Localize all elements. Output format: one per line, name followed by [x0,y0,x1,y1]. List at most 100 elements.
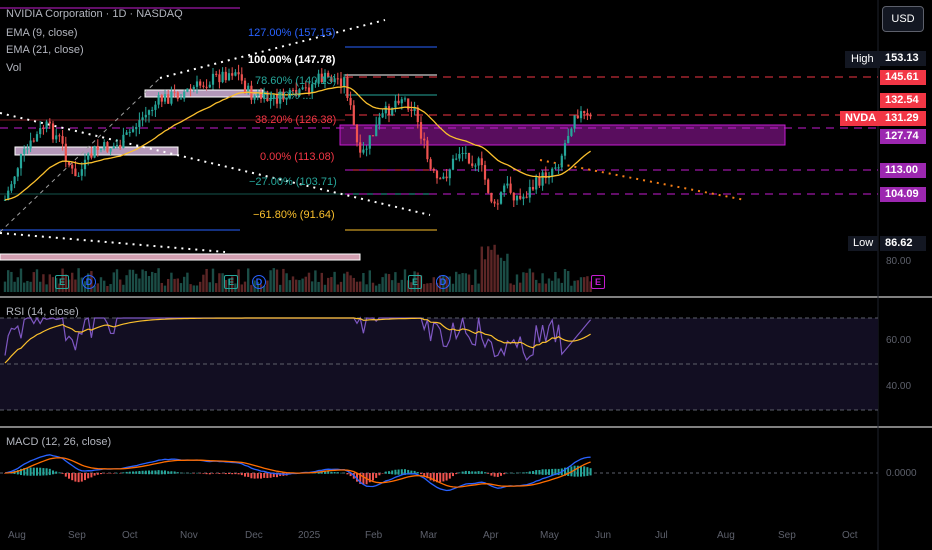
dividend-event[interactable]: D [252,275,266,289]
currency-button[interactable]: USD [882,6,924,32]
candle-body [291,89,295,91]
candle-body [272,94,275,99]
candle-body [67,161,71,165]
macd-hist-bar [221,473,224,474]
macd-hist-bar [154,470,157,475]
volume-bar [522,272,525,292]
volume-bar [119,279,122,292]
volume-bar [343,273,346,292]
supply-zone[interactable] [339,124,786,146]
macd-legend[interactable]: MACD (12, 26, close) [6,436,112,448]
candle-body [211,73,215,85]
volume-bar [464,273,467,292]
volume-bar [589,281,592,292]
macd-hist-bar [423,473,426,476]
volume-bar [480,246,483,292]
macd-hist-bar [416,472,419,474]
candle-body [336,78,339,80]
volume-bar [330,277,333,292]
candle-body [435,170,439,179]
ema-legend[interactable]: EMA (9, close) [6,27,78,39]
macd-hist-bar [509,472,512,474]
candle-body [323,72,327,83]
time-axis-label: Dec [245,530,263,541]
macd-hist-bar [436,473,438,483]
dividend-event[interactable]: D [82,275,96,289]
ema-legend-2[interactable]: EMA (21, close) [6,44,84,56]
candle-body [77,175,80,177]
fib-61-label: 61.80% ... [262,90,312,102]
macd-hist-bar [106,473,109,474]
time-axis-label: Sep [778,530,796,541]
earnings-event[interactable]: E [408,275,422,289]
volume-bar [528,268,531,292]
candle-body [349,97,352,106]
volume-bar [48,274,51,292]
candle-body [557,167,560,169]
volume-bar [19,268,23,292]
candlesticks[interactable] [3,64,592,210]
macd-hist-bar [490,473,493,476]
candle-body [451,158,455,170]
volume-bar [183,276,186,292]
candle-body [16,168,19,177]
volume-bar [112,272,115,292]
macd-hist-bar [333,472,336,474]
macd-hist-bar [247,473,250,477]
candle-body [314,83,317,85]
macd-hist-bar [410,470,413,475]
candle-body [403,98,407,100]
macd-hist-bar [135,471,138,474]
macd-hist-bar [256,473,259,479]
candle-body [298,89,301,97]
macd-hist-bar [407,469,410,475]
earnings-event[interactable]: E [224,275,238,289]
volume-bar [317,281,320,292]
zone-left[interactable] [14,146,179,156]
trendline-lower[interactable] [0,232,226,253]
earnings-event[interactable]: E [55,275,69,289]
macd-hist-bar [420,473,422,475]
macd-hist-bar [250,473,253,479]
fib-m61-label: −61.80% (91.64) [253,209,335,221]
macd-hist-bar [176,472,179,474]
macd-hist-bar [442,473,445,482]
macd-hist-bar [506,472,509,474]
price-104: 104.09 [880,187,926,202]
symbol-legend[interactable]: NVIDIA Corporation · 1D · NASDAQ [6,8,183,20]
volume-bar [493,244,496,292]
macd-hist-bar [269,473,272,478]
dividend-event[interactable]: D [436,275,450,289]
price-132: 132.54 [880,93,926,108]
volume-bar [266,280,269,292]
rsi-ma-line [4,317,591,364]
volume-bar [416,272,419,292]
volume-bar [202,274,205,292]
candle-body [125,132,128,135]
macd-hist-bar [471,471,474,474]
volume-legend[interactable]: Vol [6,62,22,74]
candle-body [234,72,237,76]
volume-bar [323,284,327,292]
candle-body [365,148,368,150]
zone-bottom[interactable] [0,253,361,261]
macd-hist-bar [228,473,230,474]
candle-body [285,98,288,100]
candle-body [135,127,138,130]
candle-body [144,114,147,118]
candle-body [282,91,285,100]
rsi-legend[interactable]: RSI (14, close) [6,306,79,318]
candle-body [554,167,557,169]
candle-body [13,176,16,185]
candle-body [387,106,391,116]
candle-body [483,165,487,180]
macd-hist-bar [183,472,186,474]
fib-127-label: 127.00% (157.15) [248,27,336,39]
macd-hist-bar [336,472,339,474]
volume-bar [346,271,349,292]
volume-bar [547,278,551,292]
earnings-event-upcoming[interactable]: E [591,275,605,289]
volume-bar [410,282,413,292]
